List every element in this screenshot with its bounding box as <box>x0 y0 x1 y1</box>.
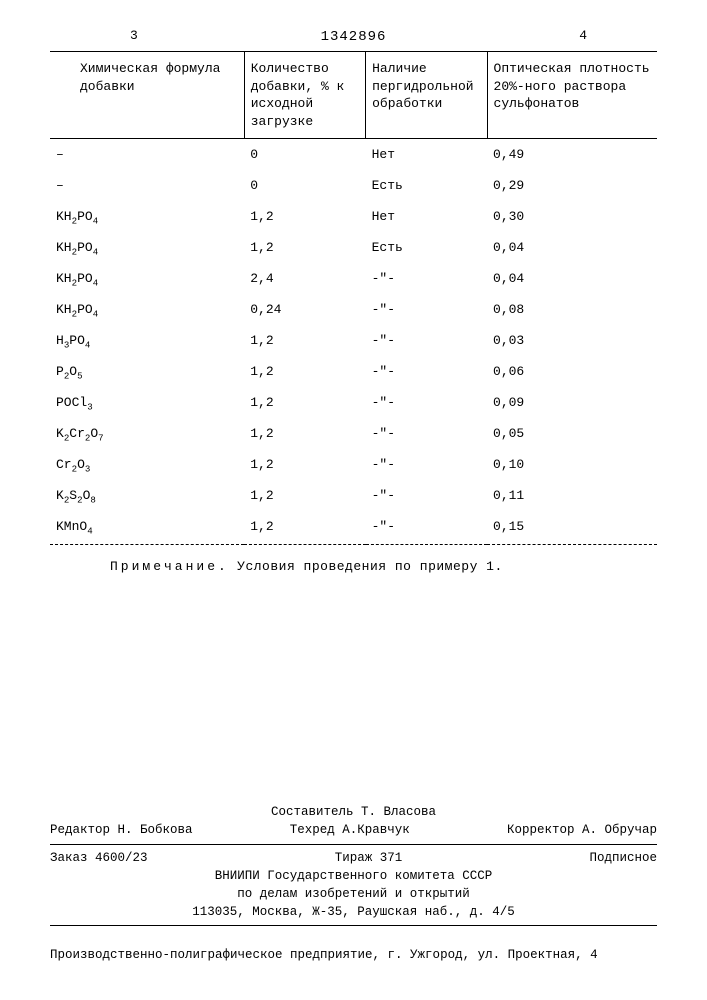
org-line-2: по делам изобретений и открытий <box>50 885 657 903</box>
cell-formula: K2Cr2O7 <box>50 418 244 449</box>
table-row: KH2PO42,4-"-0,04 <box>50 263 657 294</box>
divider <box>50 844 657 845</box>
cell-formula: K2S2O8 <box>50 480 244 511</box>
cell-treatment: -"- <box>366 356 487 387</box>
divider-dashed <box>50 925 657 926</box>
cell-density: 0,15 <box>487 511 657 545</box>
page-number-left: 3 <box>130 28 138 43</box>
header-treatment: Наличие пергидрольной обработки <box>366 52 487 139</box>
cell-quantity: 1,2 <box>244 387 365 418</box>
cell-treatment: Есть <box>366 170 487 201</box>
cell-quantity: 1,2 <box>244 418 365 449</box>
cell-density: 0,04 <box>487 263 657 294</box>
table-row: KH2PO40,24-"-0,08 <box>50 294 657 325</box>
header-density: Оптическая плотность 20%-ного раствора с… <box>487 52 657 139</box>
page-number-right: 4 <box>579 28 587 43</box>
header-quantity: Количество добавки, % к исходной загрузк… <box>244 52 365 139</box>
cell-treatment: -"- <box>366 449 487 480</box>
compiler-line: Составитель Т. Власова <box>50 803 657 821</box>
note-text: Условия проведения по примеру 1. <box>237 559 503 574</box>
cell-treatment: -"- <box>366 418 487 449</box>
cell-treatment: -"- <box>366 325 487 356</box>
document-number: 1342896 <box>50 29 657 45</box>
cell-density: 0,08 <box>487 294 657 325</box>
table-header-row: Химическая формула добавки Количество до… <box>50 52 657 139</box>
table-row: K2S2O81,2-"-0,11 <box>50 480 657 511</box>
corrector: Корректор А. Обручар <box>507 821 657 839</box>
cell-density: 0,11 <box>487 480 657 511</box>
cell-formula: H3PO4 <box>50 325 244 356</box>
cell-quantity: 0,24 <box>244 294 365 325</box>
document-page: 3 4 1342896 Химическая формула добавки К… <box>0 0 707 1000</box>
table-row: –0Есть0,29 <box>50 170 657 201</box>
cell-density: 0,03 <box>487 325 657 356</box>
cell-formula: KH2PO4 <box>50 263 244 294</box>
cell-density: 0,06 <box>487 356 657 387</box>
cell-formula: – <box>50 170 244 201</box>
cell-density: 0,04 <box>487 232 657 263</box>
table-row: P2O51,2-"-0,06 <box>50 356 657 387</box>
additives-table: Химическая формула добавки Количество до… <box>50 51 657 545</box>
tirazh: Тираж 371 <box>335 849 403 867</box>
cell-quantity: 1,2 <box>244 232 365 263</box>
table-body: –0Нет0,49–0Есть0,29KH2PO41,2Нет0,30KH2PO… <box>50 139 657 545</box>
table-row: KMnO41,2-"-0,15 <box>50 511 657 545</box>
header-formula: Химическая формула добавки <box>50 52 244 139</box>
cell-formula: POCl3 <box>50 387 244 418</box>
cell-quantity: 0 <box>244 139 365 171</box>
cell-treatment: -"- <box>366 263 487 294</box>
cell-density: 0,29 <box>487 170 657 201</box>
table-row: H3PO41,2-"-0,03 <box>50 325 657 356</box>
table-row: –0Нет0,49 <box>50 139 657 171</box>
cell-quantity: 1,2 <box>244 356 365 387</box>
cell-treatment: -"- <box>366 480 487 511</box>
colophon: Составитель Т. Власова Редактор Н. Бобко… <box>50 803 657 930</box>
note-label: Примечание. <box>110 559 229 574</box>
cell-treatment: -"- <box>366 294 487 325</box>
cell-density: 0,49 <box>487 139 657 171</box>
table-row: POCl31,2-"-0,09 <box>50 387 657 418</box>
cell-density: 0,30 <box>487 201 657 232</box>
tech-editor: Техред А.Кравчук <box>290 821 410 839</box>
cell-density: 0,05 <box>487 418 657 449</box>
cell-treatment: Есть <box>366 232 487 263</box>
cell-formula: KH2PO4 <box>50 201 244 232</box>
cell-quantity: 0 <box>244 170 365 201</box>
cell-treatment: Нет <box>366 201 487 232</box>
cell-density: 0,09 <box>487 387 657 418</box>
cell-quantity: 2,4 <box>244 263 365 294</box>
cell-quantity: 1,2 <box>244 480 365 511</box>
cell-treatment: Нет <box>366 139 487 171</box>
editor-row: Редактор Н. Бобкова Техред А.Кравчук Кор… <box>50 821 657 839</box>
editor: Редактор Н. Бобкова <box>50 821 193 839</box>
cell-treatment: -"- <box>366 387 487 418</box>
cell-formula: P2O5 <box>50 356 244 387</box>
cell-formula: – <box>50 139 244 171</box>
cell-density: 0,10 <box>487 449 657 480</box>
printer-line: Производственно-полиграфическое предприя… <box>50 948 657 962</box>
table-row: Cr2O31,2-"-0,10 <box>50 449 657 480</box>
order-number: Заказ 4600/23 <box>50 849 148 867</box>
cell-quantity: 1,2 <box>244 201 365 232</box>
table-note: Примечание. Условия проведения по пример… <box>50 559 657 574</box>
cell-quantity: 1,2 <box>244 325 365 356</box>
address-line: 113035, Москва, Ж-35, Раушская наб., д. … <box>50 903 657 921</box>
cell-formula: KMnO4 <box>50 511 244 545</box>
table-row: K2Cr2O71,2-"-0,05 <box>50 418 657 449</box>
table-row: KH2PO41,2Есть0,04 <box>50 232 657 263</box>
cell-formula: KH2PO4 <box>50 232 244 263</box>
org-line-1: ВНИИПИ Государственного комитета СССР <box>50 867 657 885</box>
cell-quantity: 1,2 <box>244 449 365 480</box>
table-row: KH2PO41,2Нет0,30 <box>50 201 657 232</box>
order-row: Заказ 4600/23 Тираж 371 Подписное <box>50 849 657 867</box>
cell-quantity: 1,2 <box>244 511 365 545</box>
subscription: Подписное <box>589 849 657 867</box>
cell-formula: KH2PO4 <box>50 294 244 325</box>
cell-treatment: -"- <box>366 511 487 545</box>
cell-formula: Cr2O3 <box>50 449 244 480</box>
